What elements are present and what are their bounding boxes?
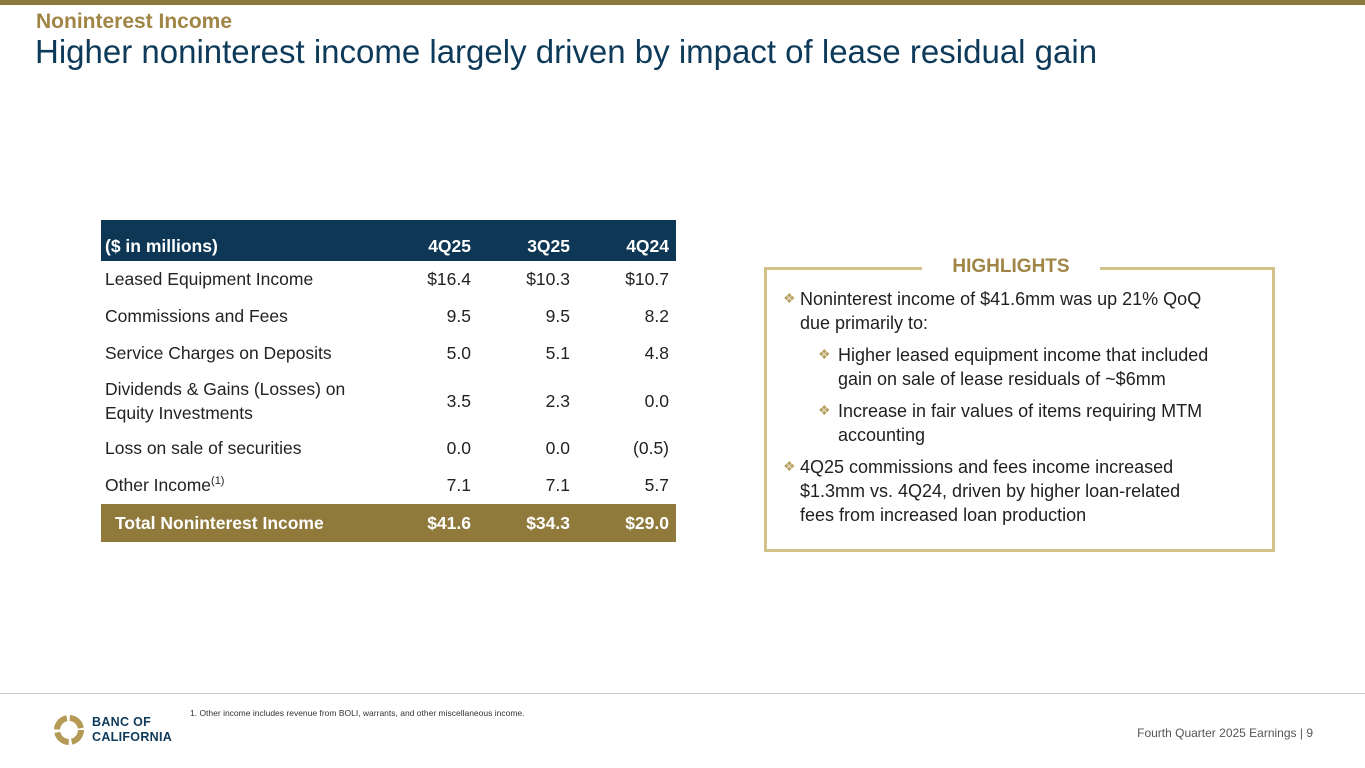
- cell-value: 0.0: [446, 438, 471, 458]
- noninterest-income-table: ($ in millions) 4Q25 3Q25 4Q24 Leased Eq…: [101, 220, 676, 542]
- cell-value: 0.0: [644, 390, 669, 411]
- cell-value: 9.5: [446, 306, 471, 326]
- highlight-bullet: 4Q25 commissions and fees income increas…: [800, 455, 1180, 527]
- page-title: Higher noninterest income largely driven…: [35, 33, 1098, 70]
- table-header-row: ($ in millions) 4Q25 3Q25 4Q24: [101, 220, 676, 261]
- cell-value: 0.0: [545, 438, 570, 458]
- cell-value: 3.5: [446, 390, 471, 411]
- bullet-line: gain on sale of lease residuals of ~$6mm: [838, 369, 1166, 389]
- highlights-title: HIGHLIGHTS: [952, 256, 1070, 277]
- table-row: Service Charges on Deposits 5.0 5.1 4.8: [101, 335, 676, 372]
- row-label-line: Equity Investments: [105, 403, 253, 423]
- table-row: Commissions and Fees 9.5 9.5 8.2: [101, 298, 676, 335]
- highlights-title-gap: [922, 262, 1100, 274]
- cell-value: 7.1: [446, 475, 471, 495]
- banc-of-california-logo-icon: [54, 715, 84, 745]
- diamond-bullet-icon: ❖: [783, 458, 796, 474]
- cell-value: 5.1: [545, 343, 570, 363]
- bullet-line: Higher leased equipment income that incl…: [838, 345, 1209, 365]
- table-row: Other Income(1) 7.1 7.1 5.7: [101, 467, 676, 504]
- cell-value: $10.7: [625, 269, 669, 289]
- table-row: Loss on sale of securities 0.0 0.0 (0.5): [101, 430, 676, 467]
- total-value: $29.0: [577, 504, 676, 542]
- column-header: 4Q25: [379, 220, 478, 261]
- section-kicker: Noninterest Income: [36, 10, 233, 33]
- cell-value: 8.2: [644, 306, 669, 326]
- row-label: Dividends & Gains (Losses) on Equity Inv…: [101, 372, 379, 430]
- bullet-line: 4Q25 commissions and fees income increas…: [800, 457, 1174, 477]
- logo-line: CALIFORNIA: [92, 730, 173, 744]
- cell-value: 7.1: [545, 475, 570, 495]
- cell-value: 5.0: [446, 343, 471, 363]
- column-header: 3Q25: [478, 220, 577, 261]
- row-label-text: Other Income: [105, 475, 212, 495]
- diamond-bullet-icon: ❖: [818, 346, 831, 362]
- total-label: Total Noninterest Income: [101, 504, 379, 542]
- row-label-line: Dividends & Gains (Losses) on: [105, 379, 346, 399]
- cell-value: 9.5: [545, 306, 570, 326]
- row-label: Leased Equipment Income: [105, 269, 314, 289]
- row-label: Commissions and Fees: [105, 306, 288, 326]
- row-label: Other Income(1): [101, 467, 379, 504]
- cell-value: $16.4: [427, 269, 471, 289]
- diamond-bullet-icon: ❖: [818, 402, 831, 418]
- column-header: 4Q24: [577, 220, 676, 261]
- bullet-line: accounting: [838, 425, 926, 445]
- cell-value: (0.5): [633, 438, 669, 458]
- total-row: Total Noninterest Income $41.6 $34.3 $29…: [101, 504, 676, 542]
- bullet-line: Increase in fair values of items requiri…: [838, 401, 1203, 421]
- bullet-line: Noninterest income of $41.6mm was up 21%…: [800, 289, 1202, 309]
- logo-line: BANC OF: [92, 715, 152, 729]
- column-header: ($ in millions): [101, 220, 379, 261]
- total-value: $34.3: [478, 504, 577, 542]
- table-row: Leased Equipment Income $16.4 $10.3 $10.…: [101, 261, 676, 298]
- cell-value: 2.3: [545, 390, 570, 411]
- highlight-sub-bullet: Increase in fair values of items requiri…: [838, 399, 1202, 447]
- bullet-line: fees from increased loan production: [800, 505, 1087, 525]
- cell-value: $10.3: [526, 269, 570, 289]
- footnote: 1. Other income includes revenue from BO…: [190, 708, 525, 718]
- logo-wordmark: BANC OF CALIFORNIA: [92, 715, 172, 745]
- cell-value: 4.8: [644, 343, 669, 363]
- top-accent-bar: [0, 0, 1365, 5]
- row-label: Service Charges on Deposits: [105, 343, 332, 363]
- footnote-ref: (1): [211, 475, 225, 488]
- table-row: Dividends & Gains (Losses) on Equity Inv…: [101, 372, 676, 430]
- highlight-bullet: Noninterest income of $41.6mm was up 21%…: [800, 287, 1201, 335]
- bullet-line: $1.3mm vs. 4Q24, driven by higher loan-r…: [800, 481, 1181, 501]
- cell-value: 5.7: [644, 475, 669, 495]
- bullet-line: due primarily to:: [800, 313, 929, 333]
- row-label: Loss on sale of securities: [105, 438, 302, 458]
- page-label: Fourth Quarter 2025 Earnings | 9: [1137, 726, 1313, 740]
- footer-divider: [0, 693, 1365, 694]
- highlight-sub-bullet: Higher leased equipment income that incl…: [838, 343, 1208, 391]
- diamond-bullet-icon: ❖: [783, 290, 796, 306]
- total-value: $41.6: [379, 504, 478, 542]
